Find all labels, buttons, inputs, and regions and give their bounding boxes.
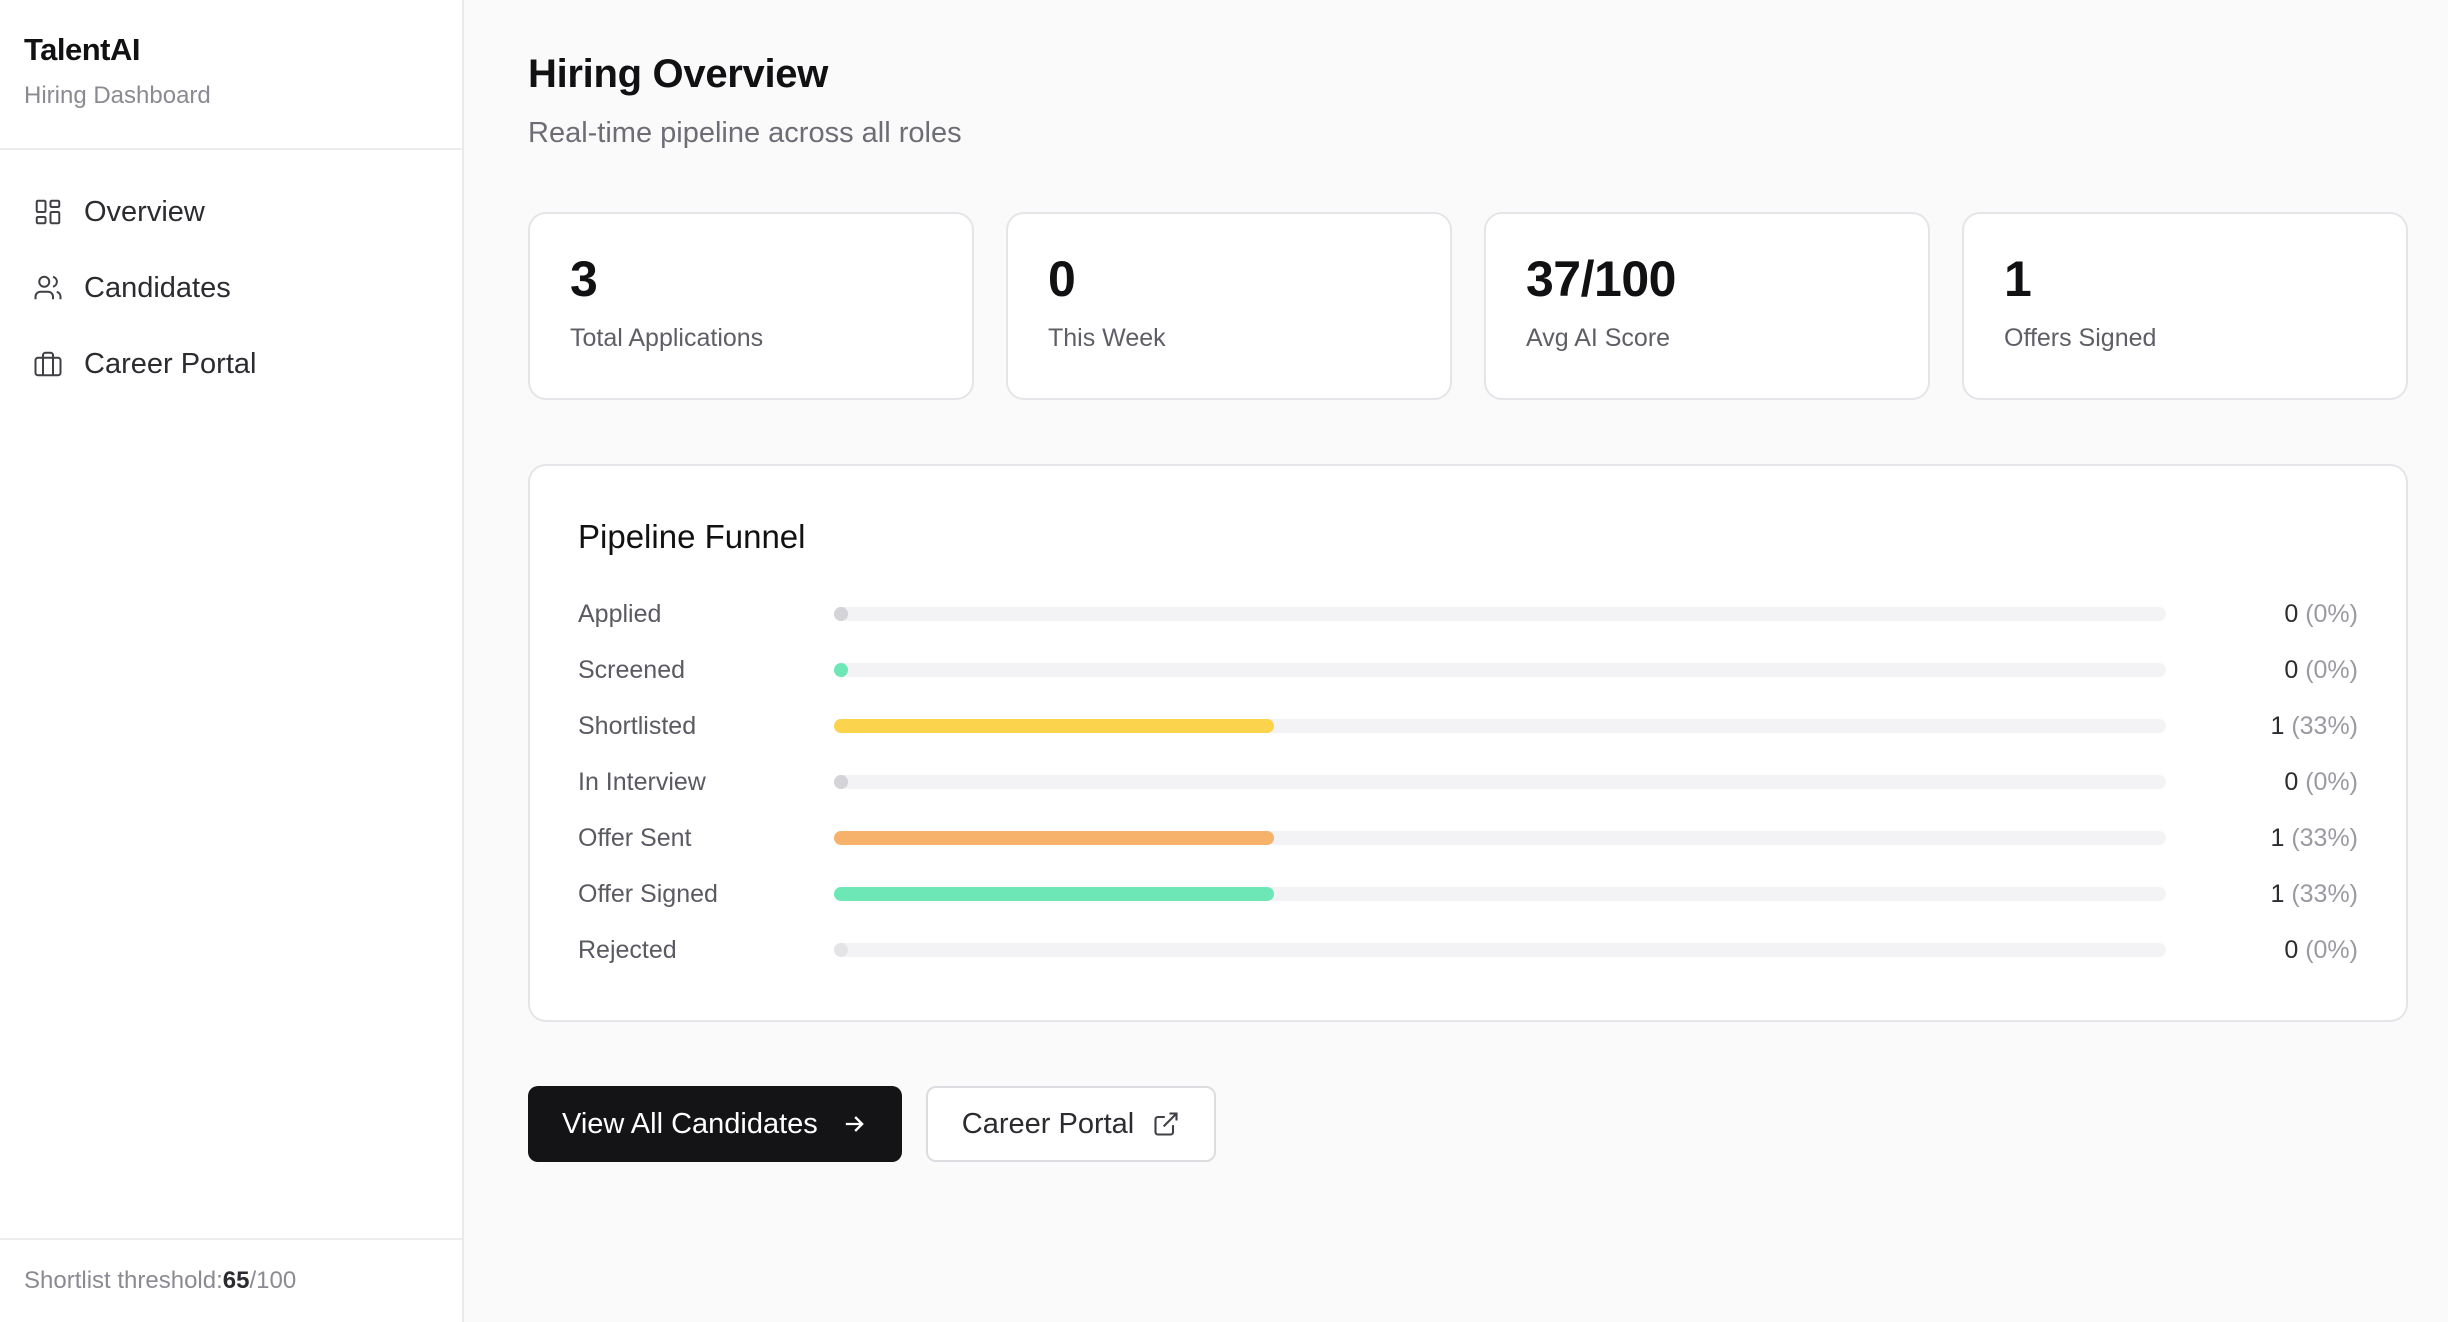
sidebar: TalentAI Hiring Dashboard Overview Candi… bbox=[0, 0, 464, 1322]
funnel-bar-fill bbox=[834, 607, 848, 621]
funnel-title: Pipeline Funnel bbox=[578, 518, 806, 555]
funnel-count: 1 (33%) bbox=[2166, 880, 2358, 909]
funnel-count-value: 0 bbox=[2284, 655, 2299, 684]
stat-value: 0 bbox=[1048, 251, 1076, 307]
page-title: Hiring Overview bbox=[528, 52, 829, 96]
brand-subtitle: Hiring Dashboard bbox=[24, 82, 211, 109]
funnel-bar-track bbox=[834, 775, 2166, 789]
shortlist-threshold: Shortlist threshold: 65/100 bbox=[0, 1238, 462, 1322]
funnel-row: In Interview 0 (0%) bbox=[578, 754, 2358, 810]
funnel-row: Rejected 0 (0%) bbox=[578, 922, 2358, 978]
sidebar-item-candidates[interactable]: Candidates bbox=[0, 250, 462, 326]
funnel-bar-fill bbox=[834, 831, 1274, 845]
funnel-stage-label: Offer Signed bbox=[578, 879, 718, 908]
funnel-count: 0 (0%) bbox=[2166, 656, 2358, 685]
funnel-bar-fill bbox=[834, 775, 848, 789]
sidebar-item-label: Overview bbox=[84, 195, 205, 228]
funnel-count: 1 (33%) bbox=[2166, 824, 2358, 853]
funnel-count: 0 (0%) bbox=[2166, 600, 2358, 629]
funnel-stage-label: In Interview bbox=[578, 767, 706, 796]
stat-value: 1 bbox=[2004, 251, 2032, 307]
funnel-row: Applied 0 (0%) bbox=[578, 586, 2358, 642]
funnel-stage-label: Offer Sent bbox=[578, 823, 692, 852]
funnel-bar-track bbox=[834, 663, 2166, 677]
funnel-bar-fill bbox=[834, 663, 848, 677]
stat-label: Total Applications bbox=[570, 324, 764, 352]
page-subtitle: Real-time pipeline across all roles bbox=[528, 117, 962, 149]
button-label: Career Portal bbox=[961, 1107, 1135, 1140]
funnel-count-percent: (33%) bbox=[2291, 879, 2358, 908]
funnel-count-percent: (0%) bbox=[2305, 655, 2358, 684]
stat-label: This Week bbox=[1048, 324, 1166, 352]
funnel-count-percent: (33%) bbox=[2291, 711, 2358, 740]
funnel-bar-fill bbox=[834, 887, 1274, 901]
funnel-bar-track bbox=[834, 607, 2166, 621]
funnel-count-percent: (0%) bbox=[2305, 767, 2358, 796]
sidebar-item-career-portal[interactable]: Career Portal bbox=[0, 326, 462, 402]
funnel-count-value: 1 bbox=[2270, 711, 2285, 740]
sidebar-item-overview[interactable]: Overview bbox=[0, 174, 462, 250]
funnel-bar-fill bbox=[834, 719, 1274, 733]
threshold-prefix: Shortlist threshold: bbox=[24, 1267, 223, 1294]
brand: TalentAI Hiring Dashboard bbox=[0, 0, 462, 150]
sidebar-nav: Overview Candidates Career Portal bbox=[0, 150, 462, 402]
funnel-bar-fill bbox=[834, 943, 848, 957]
stats-row: 3 Total Applications 0 This Week 37/100 … bbox=[528, 212, 2408, 400]
funnel-bar-track bbox=[834, 719, 2166, 733]
funnel-count-value: 0 bbox=[2284, 935, 2299, 964]
career-portal-button[interactable]: Career Portal bbox=[925, 1086, 1217, 1162]
stat-label: Avg AI Score bbox=[1526, 324, 1671, 352]
brand-title: TalentAI bbox=[24, 32, 141, 67]
funnel-stage-label: Shortlisted bbox=[578, 711, 697, 740]
funnel-count: 0 (0%) bbox=[2166, 768, 2358, 797]
briefcase-icon bbox=[32, 348, 64, 380]
pipeline-funnel-card: Pipeline Funnel Applied 0 (0%) Screened 0 (… bbox=[528, 464, 2408, 1022]
stat-value: 37/100 bbox=[1526, 251, 1676, 307]
view-all-candidates-button[interactable]: View All Candidates bbox=[528, 1086, 902, 1162]
sidebar-item-label: Career Portal bbox=[84, 347, 257, 380]
funnel-row: Screened 0 (0%) bbox=[578, 642, 2358, 698]
funnel-bar-track bbox=[834, 887, 2166, 901]
funnel-row: Offer Sent 1 (33%) bbox=[578, 810, 2358, 866]
funnel-row: Offer Signed 1 (33%) bbox=[578, 866, 2358, 922]
stat-card-total-applications: 3 Total Applications bbox=[528, 212, 974, 400]
grid-icon bbox=[32, 196, 64, 228]
stat-card-avg-ai-score: 37/100 Avg AI Score bbox=[1484, 212, 1930, 400]
funnel-rows: Applied 0 (0%) Screened 0 (0%) Shortlisted 1 … bbox=[578, 586, 2358, 978]
funnel-count-percent: (33%) bbox=[2291, 823, 2358, 852]
stat-value: 3 bbox=[570, 251, 598, 307]
arrow-right-icon bbox=[840, 1110, 868, 1138]
button-label: View All Candidates bbox=[562, 1107, 818, 1140]
funnel-bar-track bbox=[834, 943, 2166, 957]
funnel-row: Shortlisted 1 (33%) bbox=[578, 698, 2358, 754]
stat-card-this-week: 0 This Week bbox=[1006, 212, 1452, 400]
actions-row: View All Candidates Career Portal bbox=[528, 1086, 2408, 1162]
threshold-suffix: /100 bbox=[249, 1267, 297, 1294]
funnel-count-value: 0 bbox=[2284, 767, 2299, 796]
external-link-icon bbox=[1152, 1110, 1180, 1138]
funnel-stage-label: Applied bbox=[578, 599, 662, 628]
stat-label: Offers Signed bbox=[2004, 324, 2157, 352]
main-content: Hiring Overview Real-time pipeline acros… bbox=[464, 0, 2448, 1322]
funnel-count-percent: (0%) bbox=[2305, 599, 2358, 628]
funnel-count-value: 1 bbox=[2270, 879, 2285, 908]
funnel-stage-label: Rejected bbox=[578, 935, 677, 964]
funnel-bar-track bbox=[834, 831, 2166, 845]
sidebar-item-label: Candidates bbox=[84, 271, 231, 304]
funnel-count: 0 (0%) bbox=[2166, 936, 2358, 965]
users-icon bbox=[32, 272, 64, 304]
funnel-stage-label: Screened bbox=[578, 655, 686, 684]
funnel-count-value: 0 bbox=[2284, 599, 2299, 628]
threshold-value: 65 bbox=[222, 1267, 250, 1294]
funnel-count-value: 1 bbox=[2270, 823, 2285, 852]
stat-card-offers-signed: 1 Offers Signed bbox=[1962, 212, 2408, 400]
funnel-count: 1 (33%) bbox=[2166, 712, 2358, 741]
funnel-count-percent: (0%) bbox=[2305, 935, 2358, 964]
